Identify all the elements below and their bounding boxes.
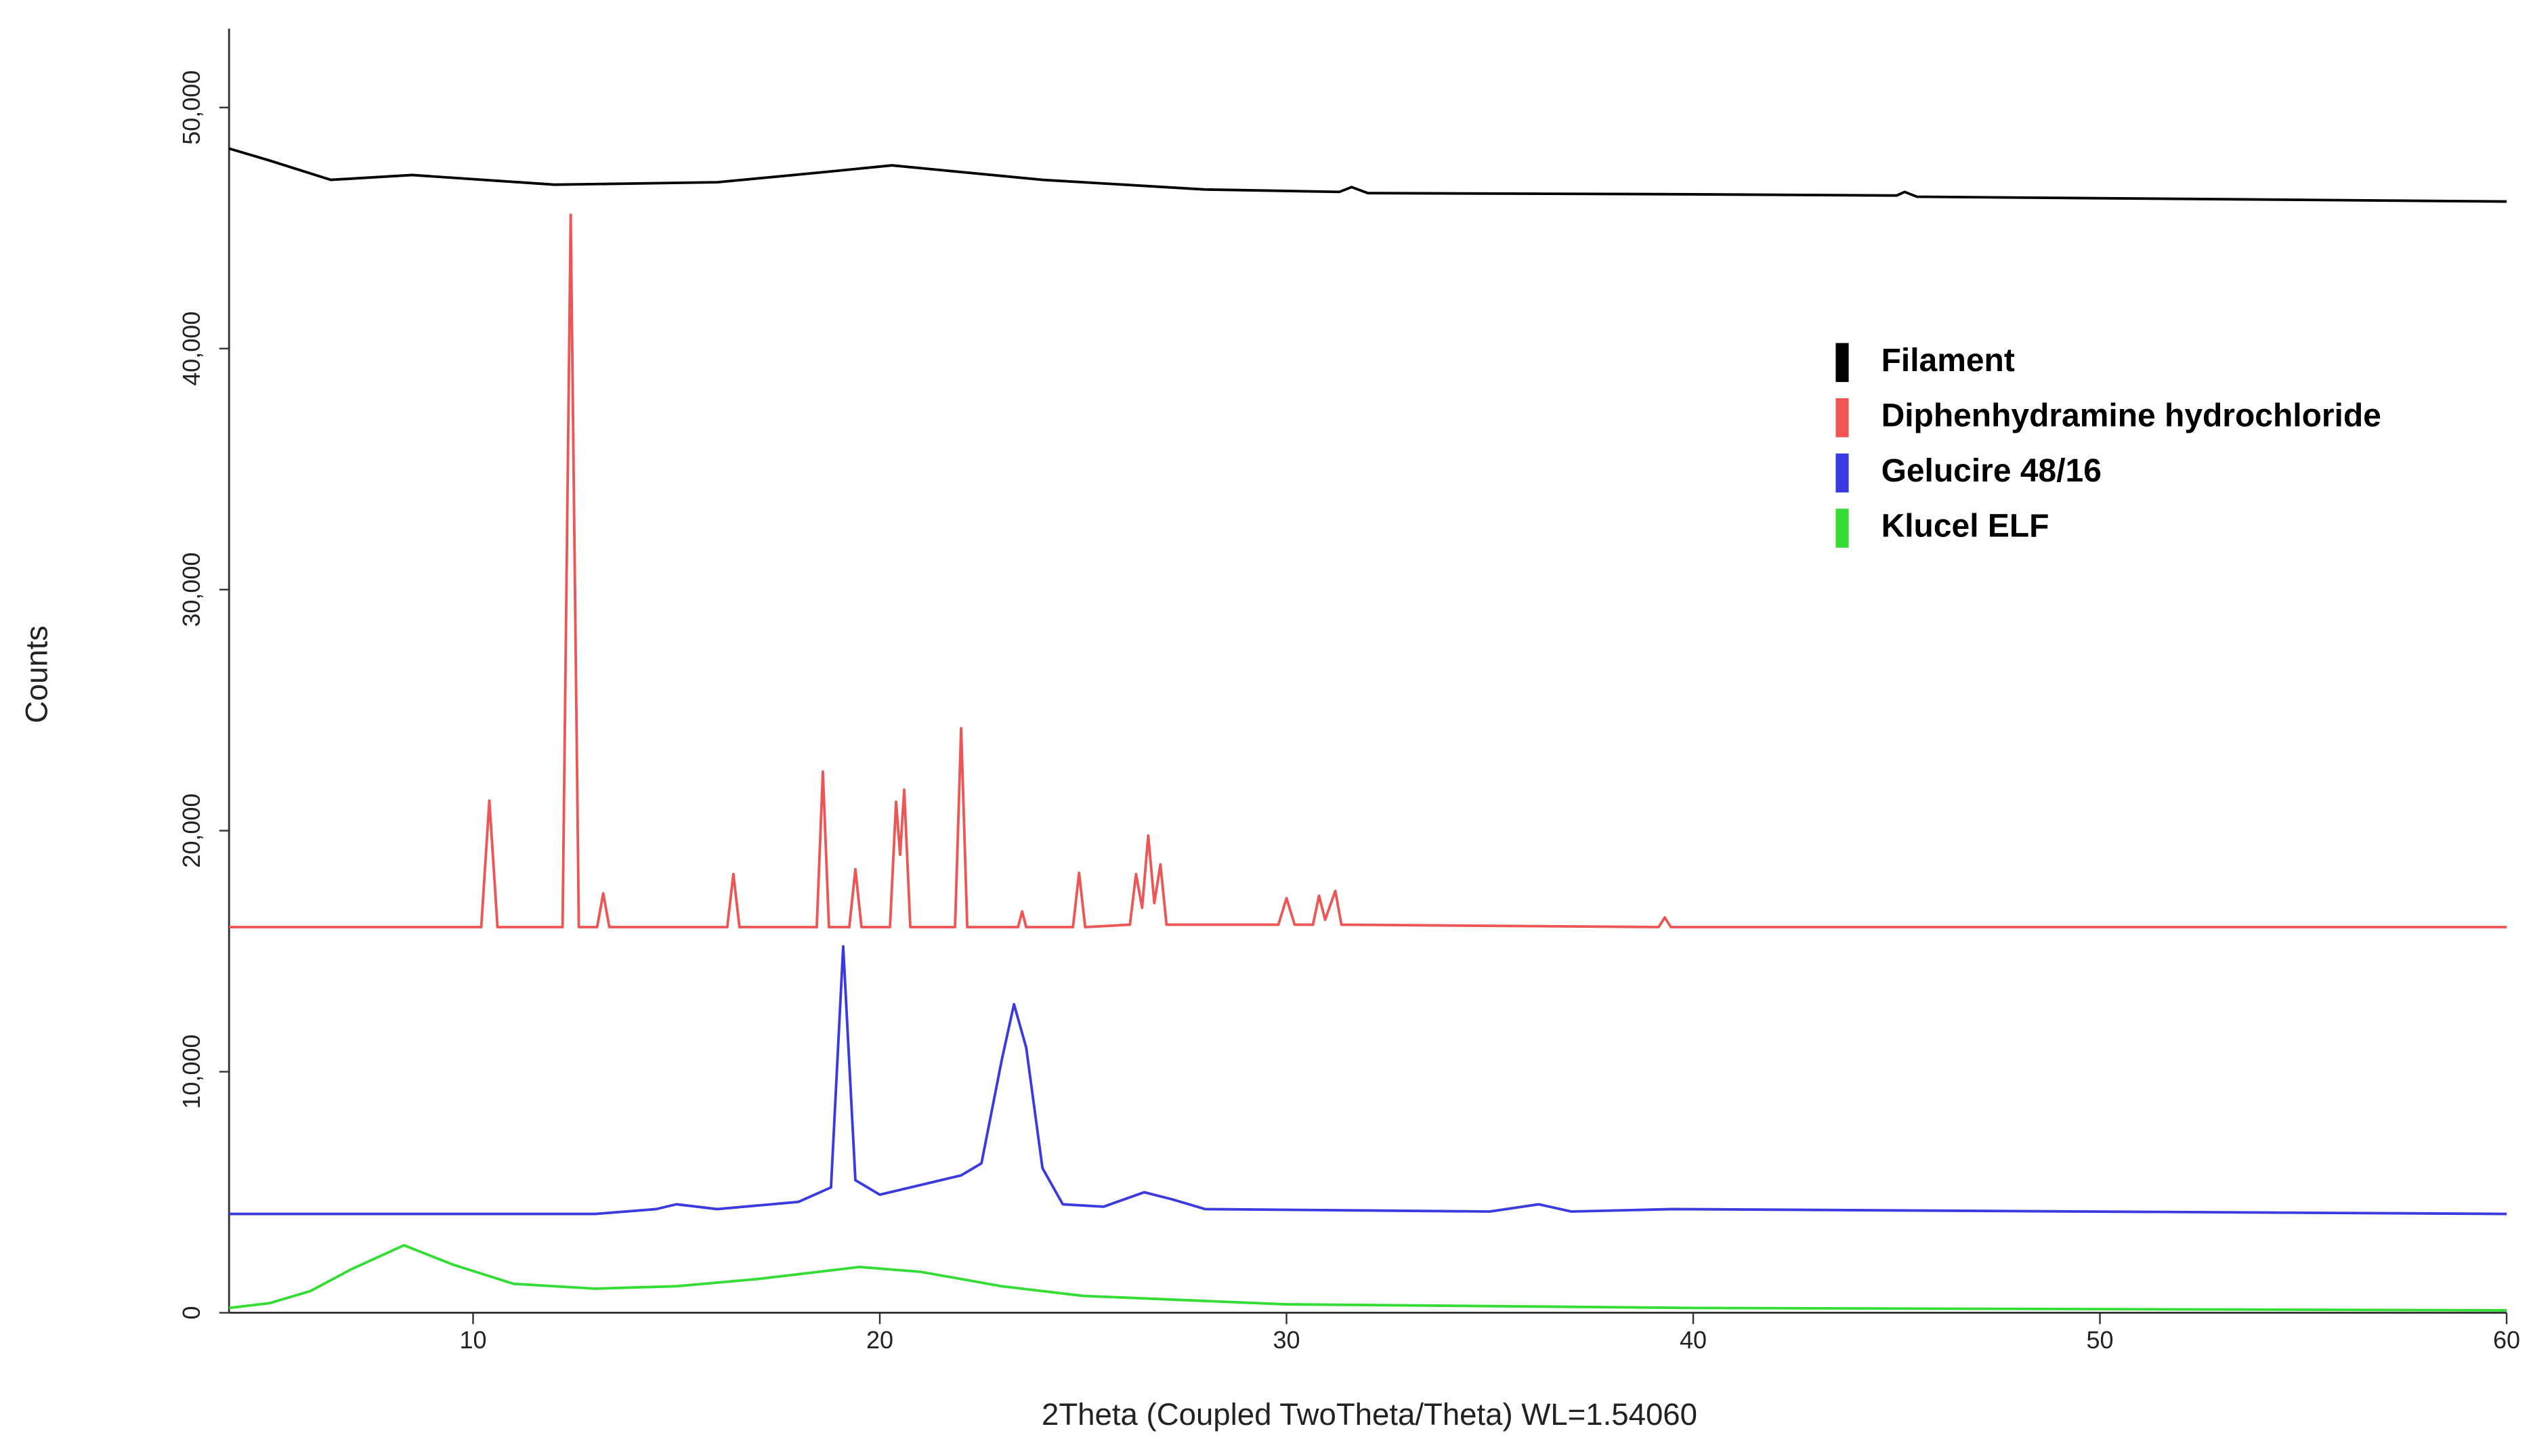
y-tick-label: 30,000: [177, 553, 205, 627]
series-line: [229, 213, 2507, 928]
y-tick-label: 20,000: [177, 794, 205, 868]
y-tick-label: 40,000: [177, 312, 205, 386]
y-axis-title: Counts: [20, 626, 54, 723]
x-tick-label: 40: [1680, 1326, 1707, 1354]
legend-label: Filament: [1881, 343, 2015, 379]
y-tick-label: 0: [177, 1306, 205, 1319]
legend-label: Klucel ELF: [1881, 509, 2049, 544]
series-line: [228, 147, 2507, 203]
x-axis-title: 2Theta (Coupled TwoTheta/Theta) WL=1.540…: [1042, 1397, 1697, 1432]
legend-swatch: [1835, 398, 1849, 437]
x-tick-label: 50: [2087, 1326, 2114, 1354]
legend-label: Gelucire 48/16: [1881, 453, 2102, 489]
y-tick-label: 10,000: [177, 1035, 205, 1109]
x-tick-label: 10: [459, 1326, 486, 1354]
series-line: [228, 1243, 2507, 1312]
x-tick-label: 60: [2493, 1326, 2520, 1354]
legend-swatch: [1835, 509, 1849, 548]
series-line: [229, 945, 2507, 1216]
legend-swatch: [1835, 453, 1849, 493]
legend-swatch: [1835, 343, 1849, 383]
x-tick-label: 20: [866, 1326, 893, 1354]
y-tick-label: 50,000: [177, 70, 205, 145]
x-tick-label: 30: [1273, 1326, 1300, 1354]
legend-label: Diphenhydramine hydrochloride: [1881, 398, 2381, 434]
